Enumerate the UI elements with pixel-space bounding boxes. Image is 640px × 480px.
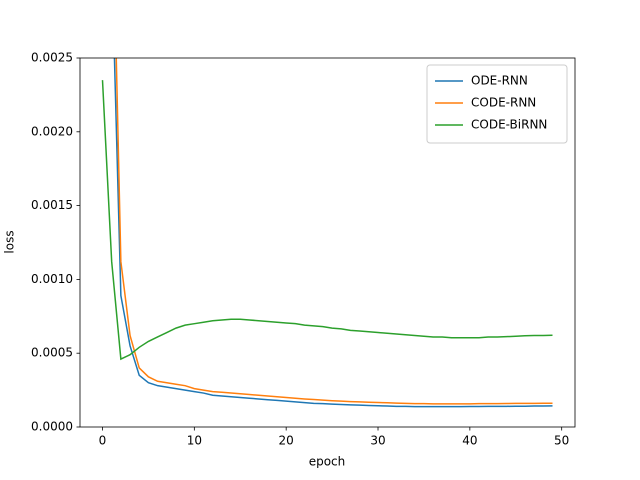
x-tick-label: 20 (279, 434, 294, 448)
x-tick-label: 50 (554, 434, 569, 448)
line-series (115, 58, 553, 405)
y-axis-label: loss (3, 230, 17, 253)
x-tick-label: 10 (187, 434, 202, 448)
x-tick-label: 30 (370, 434, 385, 448)
legend-label: CODE-RNN (471, 96, 536, 110)
legend-box (426, 64, 568, 144)
y-tick-label: 0.0015 (31, 198, 73, 212)
y-tick-label: 0.0000 (31, 420, 73, 434)
legend-label: ODE-RNN (471, 74, 528, 88)
line-series (113, 58, 553, 408)
y-tick-label: 0.0005 (31, 346, 73, 360)
y-tick-label: 0.0010 (31, 272, 73, 286)
x-axis-label: epoch (309, 455, 346, 469)
y-tick-label: 0.0020 (31, 124, 73, 138)
line-series (101, 80, 553, 361)
axes-frame (79, 57, 576, 428)
y-tick-label: 0.0025 (31, 51, 73, 65)
legend-label: CODE-BiRNN (471, 118, 547, 132)
plot-area (101, 58, 553, 408)
x-tick-label: 40 (462, 434, 477, 448)
x-tick-label: 0 (99, 434, 107, 448)
